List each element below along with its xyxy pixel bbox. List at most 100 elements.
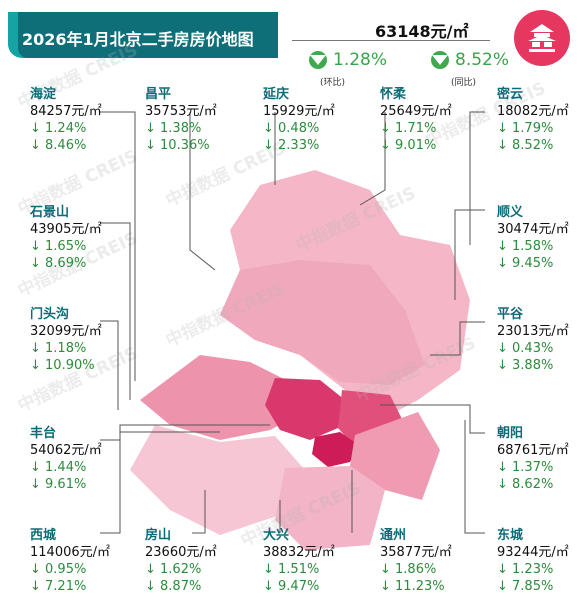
- district-name: 西城: [30, 528, 57, 543]
- down-circle-icon: [431, 51, 449, 69]
- south-region: [275, 466, 385, 550]
- district-yoy: ↓ 8.87%: [145, 579, 202, 594]
- district-shunyi: 顺义 30474元/㎡ ↓ 1.58% ↓ 9.45%: [497, 204, 583, 272]
- district-price: 114006元/㎡: [30, 545, 111, 560]
- district-tongzhou: 通州 35877元/㎡ ↓ 1.86% ↓ 11.23%: [380, 527, 490, 595]
- district-name: 通州: [380, 528, 407, 543]
- haidian-region: [265, 378, 345, 440]
- district-price: 93244元/㎡: [497, 545, 569, 560]
- district-name: 海淀: [30, 87, 57, 102]
- district-yanqing: 延庆 15929元/㎡ ↓ 0.48% ↓ 2.33%: [263, 86, 373, 154]
- district-price: 32099元/㎡: [30, 324, 102, 339]
- district-yoy: ↓ 3.88%: [497, 358, 554, 373]
- district-yoy: ↓ 10.90%: [30, 358, 95, 373]
- district-mom: ↓ 1.71%: [380, 121, 437, 136]
- district-price: 15929元/㎡: [263, 104, 335, 119]
- district-shijingshan: 石景山 43905元/㎡ ↓ 1.65% ↓ 8.69%: [30, 204, 140, 272]
- down-circle-icon: [309, 51, 327, 69]
- district-yoy: ↓ 2.33%: [263, 138, 320, 153]
- district-mom: ↓ 1.62%: [145, 562, 202, 577]
- mom-label: (环比): [320, 78, 346, 88]
- district-name: 怀柔: [380, 87, 407, 102]
- district-yoy: ↓ 9.47%: [263, 579, 320, 594]
- district-mom: ↓ 1.86%: [380, 562, 437, 577]
- district-mom: ↓ 0.48%: [263, 121, 320, 136]
- mom-value: 1.28%: [333, 50, 388, 70]
- district-miyun: 密云 18082元/㎡ ↓ 1.79% ↓ 8.52%: [497, 86, 583, 154]
- district-yoy: ↓ 8.46%: [30, 138, 87, 153]
- district-mom: ↓ 1.65%: [30, 239, 87, 254]
- district-mom: ↓ 0.43%: [497, 341, 554, 356]
- district-price: 84257元/㎡: [30, 104, 102, 119]
- district-yoy: ↓ 9.45%: [497, 256, 554, 271]
- district-price: 25649元/㎡: [380, 104, 452, 119]
- district-price: 35877元/㎡: [380, 545, 452, 560]
- district-daxing: 大兴 38832元/㎡ ↓ 1.51% ↓ 9.47%: [263, 527, 373, 595]
- central-north-region: [220, 260, 425, 385]
- district-mom: ↓ 1.58%: [497, 239, 554, 254]
- district-price: 68761元/㎡: [497, 443, 569, 458]
- district-name: 朝阳: [497, 426, 524, 441]
- district-name: 大兴: [263, 528, 290, 543]
- district-yoy: ↓ 10.36%: [145, 138, 210, 153]
- district-haidian: 海淀 84257元/㎡ ↓ 1.24% ↓ 8.46%: [30, 86, 140, 154]
- district-name: 昌平: [145, 87, 172, 102]
- district-pinggu: 平谷 23013元/㎡ ↓ 0.43% ↓ 3.88%: [497, 306, 583, 374]
- district-name: 平谷: [497, 307, 524, 322]
- district-name: 房山: [145, 528, 172, 543]
- district-name: 石景山: [30, 205, 70, 220]
- district-yoy: ↓ 8.69%: [30, 256, 87, 271]
- district-xicheng: 西城 114006元/㎡ ↓ 0.95% ↓ 7.21%: [30, 527, 140, 595]
- district-name: 门头沟: [30, 307, 70, 322]
- temple-logo-icon: [514, 10, 570, 66]
- page-title: 2026年1月北京二手房房价地图: [22, 30, 254, 49]
- district-huairou: 怀柔 25649元/㎡ ↓ 1.71% ↓ 9.01%: [380, 86, 490, 154]
- western-region: [140, 355, 305, 440]
- district-fangshan: 房山 23660元/㎡ ↓ 1.62% ↓ 8.87%: [145, 527, 255, 595]
- down-triangle-icon: [432, 55, 448, 65]
- district-mom: ↓ 1.24%: [30, 121, 87, 136]
- district-mom: ↓ 1.44%: [30, 460, 87, 475]
- district-price: 23660元/㎡: [145, 545, 217, 560]
- district-mom: ↓ 1.79%: [497, 121, 554, 136]
- district-changping: 昌平 35753元/㎡ ↓ 1.38% ↓ 10.36%: [145, 86, 255, 154]
- district-mom: ↓ 1.23%: [497, 562, 554, 577]
- district-chaoyang: 朝阳 68761元/㎡ ↓ 1.37% ↓ 8.62%: [497, 425, 583, 493]
- district-price: 54062元/㎡: [30, 443, 102, 458]
- district-price: 38832元/㎡: [263, 545, 335, 560]
- district-yoy: ↓ 9.61%: [30, 477, 87, 492]
- district-name: 东城: [497, 528, 524, 543]
- district-price: 18082元/㎡: [497, 104, 569, 119]
- yoy-value: 8.52%: [455, 50, 510, 70]
- district-price: 30474元/㎡: [497, 222, 569, 237]
- district-fengtai: 丰台 54062元/㎡ ↓ 1.44% ↓ 9.61%: [30, 425, 140, 493]
- yoy-summary: 8.52%: [431, 50, 509, 70]
- district-price: 35753元/㎡: [145, 104, 217, 119]
- mom-summary: 1.28%: [309, 50, 387, 70]
- district-yoy: ↓ 8.52%: [497, 138, 554, 153]
- district-mom: ↓ 1.37%: [497, 460, 554, 475]
- district-mom: ↓ 1.38%: [145, 121, 202, 136]
- district-yoy: ↓ 7.21%: [30, 579, 87, 594]
- district-name: 密云: [497, 87, 524, 102]
- district-yoy: ↓ 11.23%: [380, 579, 445, 594]
- down-triangle-icon: [310, 55, 326, 65]
- district-dongcheng: 东城 93244元/㎡ ↓ 1.23% ↓ 7.85%: [497, 527, 583, 595]
- core-region: [312, 432, 360, 467]
- district-mom: ↓ 1.18%: [30, 341, 87, 356]
- district-price: 43905元/㎡: [30, 222, 102, 237]
- district-mom: ↓ 1.51%: [263, 562, 320, 577]
- district-yoy: ↓ 9.01%: [380, 138, 437, 153]
- district-yoy: ↓ 7.85%: [497, 579, 554, 594]
- district-mom: ↓ 0.95%: [30, 562, 87, 577]
- average-divider: [292, 40, 490, 41]
- district-price: 23013元/㎡: [497, 324, 569, 339]
- east-region: [350, 412, 440, 500]
- district-name: 顺义: [497, 205, 524, 220]
- yoy-label: (同比): [451, 78, 477, 88]
- district-yoy: ↓ 8.62%: [497, 477, 554, 492]
- district-name: 丰台: [30, 426, 57, 441]
- district-name: 延庆: [263, 87, 290, 102]
- average-price: 63148元/㎡: [375, 22, 469, 41]
- title-banner: [8, 12, 278, 58]
